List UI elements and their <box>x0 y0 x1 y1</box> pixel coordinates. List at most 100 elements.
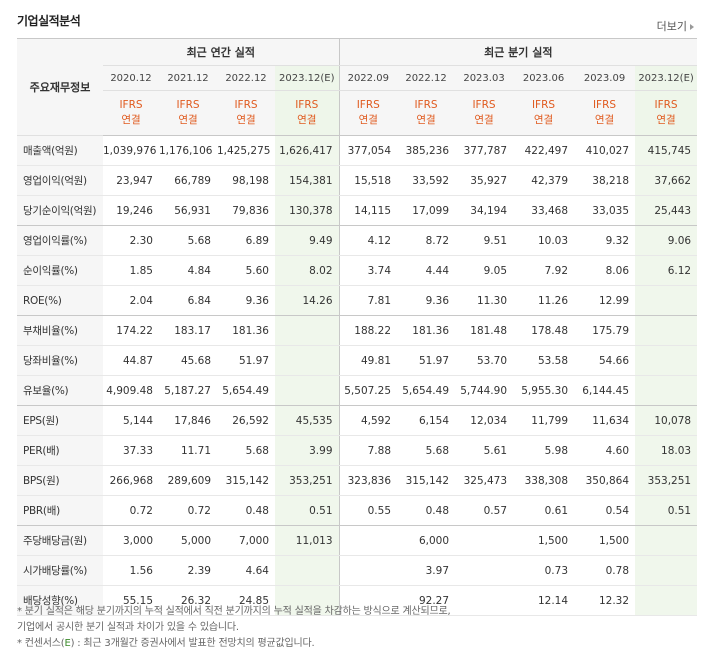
basis-ifrs[interactable]: IFRS <box>234 99 258 111</box>
value-cell: 51.97 <box>217 345 275 376</box>
value-cell: 4,909.48 <box>103 375 159 406</box>
table-row: PER(배) 37.33 11.71 5.68 3.99 7.88 5.68 5.61 5.98… <box>17 435 698 466</box>
value-cell: 49.81 <box>338 345 398 376</box>
value-cell: 0.48 <box>217 495 275 526</box>
value-cell: 53.70 <box>455 345 514 376</box>
value-cell: 3.74 <box>338 255 398 286</box>
basis-consolidated[interactable]: 연결 <box>533 114 554 126</box>
value-cell: 0.51 <box>275 495 340 526</box>
basis-consolidated[interactable]: 연결 <box>416 114 436 126</box>
value-cell: 377,054 <box>338 135 398 166</box>
value-cell: 1,626,417 <box>275 135 340 166</box>
value-cell <box>275 315 340 346</box>
value-cell: 98,198 <box>217 165 275 196</box>
period-header: 2023.12(E) <box>635 65 698 91</box>
value-cell: 377,787 <box>455 135 514 166</box>
value-cell: 9.32 <box>574 225 636 256</box>
row-label: 당좌비율(%) <box>17 345 103 376</box>
value-cell: 1,425,275 <box>217 135 275 166</box>
row-label: 주당배당금(원) <box>17 525 103 556</box>
value-cell: 338,308 <box>513 465 575 496</box>
value-cell: 33,592 <box>397 165 456 196</box>
value-cell <box>338 555 398 586</box>
row-label: PBR(배) <box>17 495 103 526</box>
value-cell: 1.56 <box>103 555 159 586</box>
row-label: EPS(원) <box>17 405 103 436</box>
basis-consolidated[interactable]: 연결 <box>594 114 615 126</box>
basis-ifrs[interactable]: IFRS <box>531 99 556 111</box>
row-label: 영업이익(억원) <box>17 165 103 196</box>
basis-ifrs[interactable]: IFRS <box>592 99 617 111</box>
annual-header: 최근 연간 실적 <box>103 38 340 66</box>
value-cell: 0.57 <box>455 495 514 526</box>
period-header: 2020.12 <box>103 65 159 91</box>
value-cell: 11,634 <box>574 405 636 436</box>
basis-ifrs[interactable]: IFRS <box>119 99 143 111</box>
value-cell: 5,187.27 <box>159 375 217 406</box>
basis-consolidated[interactable]: 연결 <box>656 114 676 126</box>
basis-header: IFRS 연결 <box>217 90 275 136</box>
basis-consolidated[interactable]: 연결 <box>178 114 198 126</box>
period-header: 2022.09 <box>338 65 398 91</box>
value-cell: 2.04 <box>103 285 159 316</box>
footnotes: * 분기 실적은 해당 분기까지의 누적 실적에서 직전 분기까지의 누적 실적… <box>17 604 707 652</box>
basis-consolidated[interactable]: 연결 <box>236 114 256 126</box>
value-cell: 0.61 <box>513 495 575 526</box>
value-cell: 66,789 <box>159 165 217 196</box>
value-cell: 289,609 <box>159 465 217 496</box>
value-cell <box>635 345 698 376</box>
value-cell: 17,099 <box>397 195 456 226</box>
value-cell: 0.54 <box>574 495 636 526</box>
basis-ifrs[interactable]: IFRS <box>414 99 438 111</box>
basis-consolidated[interactable]: 연결 <box>297 114 317 126</box>
value-cell: 6,000 <box>397 525 456 556</box>
value-cell: 315,142 <box>397 465 456 496</box>
basis-ifrs[interactable]: IFRS <box>356 99 380 111</box>
period-header: 2023.12(E) <box>275 65 340 91</box>
basis-ifrs[interactable]: IFRS <box>295 99 319 111</box>
value-cell: 0.72 <box>159 495 217 526</box>
value-cell: 5,955.30 <box>513 375 575 406</box>
value-cell: 5,144 <box>103 405 159 436</box>
value-cell <box>635 375 698 406</box>
value-cell: 42,379 <box>513 165 575 196</box>
table-row: BPS(원) 266,968 289,609 315,142 353,251 323,83… <box>17 465 698 496</box>
value-cell: 350,864 <box>574 465 636 496</box>
footnote-3: * 컨센서스(E) : 최근 3개월간 증권사에서 발표한 전망치의 평균값입니… <box>17 638 315 649</box>
value-cell: 4.12 <box>338 225 398 256</box>
more-label: 더보기 <box>656 20 687 33</box>
value-cell <box>275 585 340 616</box>
value-cell: 1,039,976 <box>103 135 159 166</box>
value-cell: 12.99 <box>574 285 636 316</box>
value-cell: 8.72 <box>397 225 456 256</box>
chevron-right-icon <box>690 24 694 30</box>
value-cell: 34,194 <box>455 195 514 226</box>
value-cell: 53.58 <box>513 345 575 376</box>
basis-ifrs[interactable]: IFRS <box>654 99 678 111</box>
value-cell: 1.85 <box>103 255 159 286</box>
value-cell: 10,078 <box>635 405 698 436</box>
basis-ifrs[interactable]: IFRS <box>176 99 200 111</box>
value-cell: 4.64 <box>217 555 275 586</box>
value-cell: 11,799 <box>513 405 575 436</box>
value-cell: 183.17 <box>159 315 217 346</box>
value-cell: 1,500 <box>574 525 636 556</box>
value-cell: 56,931 <box>159 195 217 226</box>
basis-consolidated[interactable]: 연결 <box>474 114 494 126</box>
more-link[interactable]: 더보기 <box>657 18 694 34</box>
value-cell: 5.61 <box>455 435 514 466</box>
value-cell: 4.44 <box>397 255 456 286</box>
value-cell <box>635 585 698 616</box>
footnote-1: * 분기 실적은 해당 분기까지의 누적 실적에서 직전 분기까지의 누적 실적… <box>17 606 451 617</box>
value-cell: 6.89 <box>217 225 275 256</box>
value-cell: 422,497 <box>513 135 575 166</box>
basis-ifrs[interactable]: IFRS <box>472 99 496 111</box>
value-cell: 181.36 <box>217 315 275 346</box>
table-row: 매출액(억원) 1,039,976 1,176,106 1,425,275 1,626,… <box>17 135 698 166</box>
basis-consolidated[interactable]: 연결 <box>121 114 141 126</box>
basis-consolidated[interactable]: 연결 <box>358 114 378 126</box>
value-cell: 51.97 <box>397 345 456 376</box>
value-cell: 9.06 <box>635 225 698 256</box>
value-cell: 8.02 <box>275 255 340 286</box>
value-cell: 174.22 <box>103 315 159 346</box>
